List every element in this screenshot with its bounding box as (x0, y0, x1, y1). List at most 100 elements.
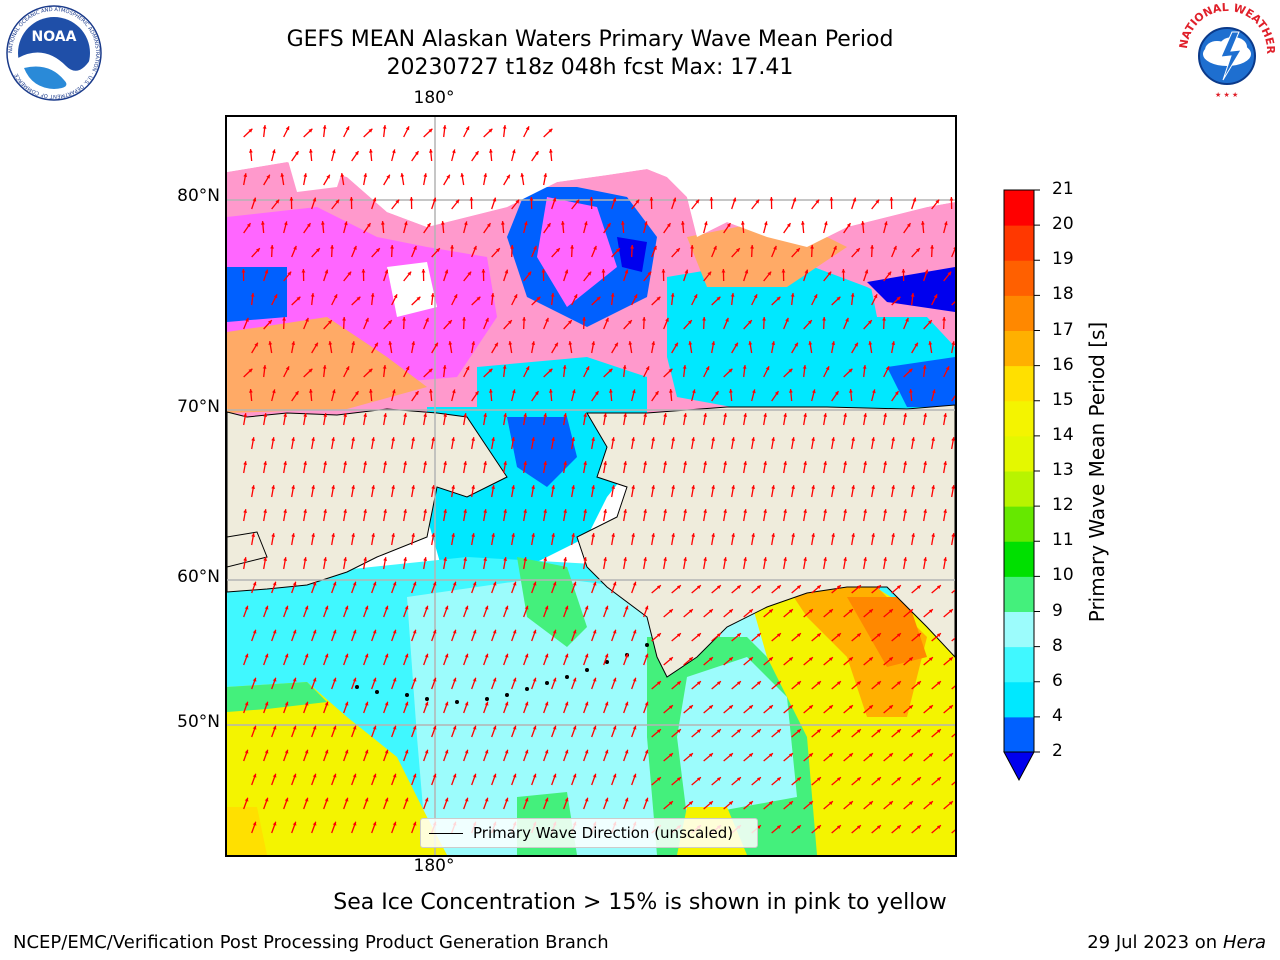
wave-arrow-head (383, 461, 388, 465)
wave-arrow-head (891, 437, 896, 441)
wave-arrow-head (584, 749, 589, 754)
wave-arrow-head (604, 605, 609, 610)
wave-arrow-head (372, 725, 377, 730)
wave-arrow-head (531, 437, 536, 441)
wave-arrow-head (623, 509, 628, 513)
wave-arrow-head (822, 317, 826, 321)
wave-arrow-head (703, 413, 708, 417)
wave-arrow-head (268, 341, 273, 345)
wave-arrow-head (320, 221, 325, 225)
wave-arrow-head (472, 773, 477, 778)
wave-arrow-head (771, 437, 776, 441)
wave-arrow-head (776, 296, 781, 301)
wave-arrow-head (608, 368, 613, 373)
colorbar-extend-arrow (1003, 751, 1035, 782)
wave-arrow-head (632, 725, 637, 730)
wave-arrow-head (404, 605, 409, 610)
wave-arrow-head (534, 391, 539, 396)
wave-arrow-head (492, 677, 497, 682)
wave-arrow-head (328, 341, 333, 345)
wave-arrow-head (504, 797, 509, 802)
wave-arrow-head (550, 293, 555, 297)
wave-arrow-head (734, 342, 738, 347)
wave-arrow-head (443, 509, 448, 513)
wave-arrow-head (444, 701, 449, 706)
wave-arrow-head (910, 293, 915, 297)
wave-arrow-head (788, 705, 793, 710)
wave-arrow-head (324, 749, 329, 754)
colorbar-tick-label: 18 (1052, 284, 1074, 305)
wave-arrow-head (563, 413, 568, 417)
wave-arrow-head (428, 128, 433, 133)
wave-arrow-head (400, 173, 405, 177)
wave-arrow-head (335, 199, 340, 204)
wave-arrow-head (854, 342, 858, 347)
wave-arrow-head (331, 149, 336, 154)
wave-arrow-head (544, 797, 549, 802)
wave-arrow-head (783, 509, 788, 513)
wave-arrow-head (304, 605, 309, 610)
wave-arrow-head (344, 653, 349, 658)
wave-arrow-head (446, 174, 450, 179)
wave-arrow-head (511, 149, 516, 154)
wave-arrow-head (933, 294, 938, 299)
noaa-logo: NATIONAL OCEANIC AND ATMOSPHERIC ADMINIS… (4, 4, 104, 106)
wave-arrow-head (601, 269, 606, 273)
wave-arrow-head (428, 389, 433, 393)
wave-arrow-head (306, 223, 311, 228)
wave-arrow-head (332, 821, 337, 826)
wave-arrow-head (304, 797, 309, 802)
wave-arrow-head (384, 605, 389, 610)
wave-arrow-head (251, 437, 256, 441)
wave-arrow-head (670, 293, 675, 297)
wave-arrow-head (743, 461, 748, 465)
wave-arrow-head (525, 366, 530, 371)
wave-arrow-head (502, 365, 507, 369)
wave-arrow-head (603, 413, 608, 417)
wave-arrow-head (284, 653, 289, 658)
wave-arrow-head (633, 294, 638, 299)
colorbar-tick-label: 12 (1052, 495, 1074, 516)
wave-arrow-head (524, 797, 529, 802)
colorbar-segment (1004, 541, 1034, 577)
wave-arrow-head (311, 485, 316, 489)
wave-arrow-head (728, 368, 733, 373)
wave-arrow-head (823, 413, 828, 417)
wave-arrow-head (391, 533, 396, 537)
wave-arrow-head (324, 797, 329, 802)
wave-arrow-head (403, 509, 408, 513)
wave-arrow-head (827, 271, 832, 276)
wave-arrow-head (380, 221, 385, 225)
wave-arrow-head (788, 389, 793, 393)
wave-arrow-head (612, 773, 617, 778)
wave-arrow-head (671, 485, 676, 489)
wave-arrow-head (308, 389, 313, 393)
wave-arrow-head (431, 485, 436, 489)
wave-arrow-head (571, 533, 576, 537)
wave-arrow-head (323, 557, 328, 561)
wave-arrow-head (796, 729, 801, 734)
wave-arrow-head (876, 825, 881, 830)
wave-arrow-head (383, 557, 388, 561)
wave-arrow-head (312, 725, 317, 730)
wave-arrow-head (506, 174, 510, 179)
wave-arrow-head (632, 581, 637, 586)
wave-arrow-head (723, 557, 728, 561)
wave-arrow-head (471, 437, 476, 441)
wave-arrow-head (583, 557, 588, 561)
wave-arrow-head (405, 126, 410, 131)
wave-arrow-head (523, 509, 528, 513)
wave-arrow-head (503, 557, 508, 561)
wave-arrow-head (644, 605, 649, 610)
wave-arrow-head (515, 199, 520, 204)
wave-arrow-head (292, 773, 297, 778)
wave-arrow-head (796, 825, 801, 830)
wave-arrow-head (471, 485, 476, 489)
wave-arrow-head (451, 389, 456, 394)
wave-arrow-head (713, 245, 717, 250)
wave-arrow-head (823, 461, 828, 465)
wave-arrow-head (382, 365, 387, 369)
wave-arrow-head (848, 705, 853, 710)
wave-arrow-head (936, 729, 941, 734)
wave-arrow-head (768, 657, 773, 662)
